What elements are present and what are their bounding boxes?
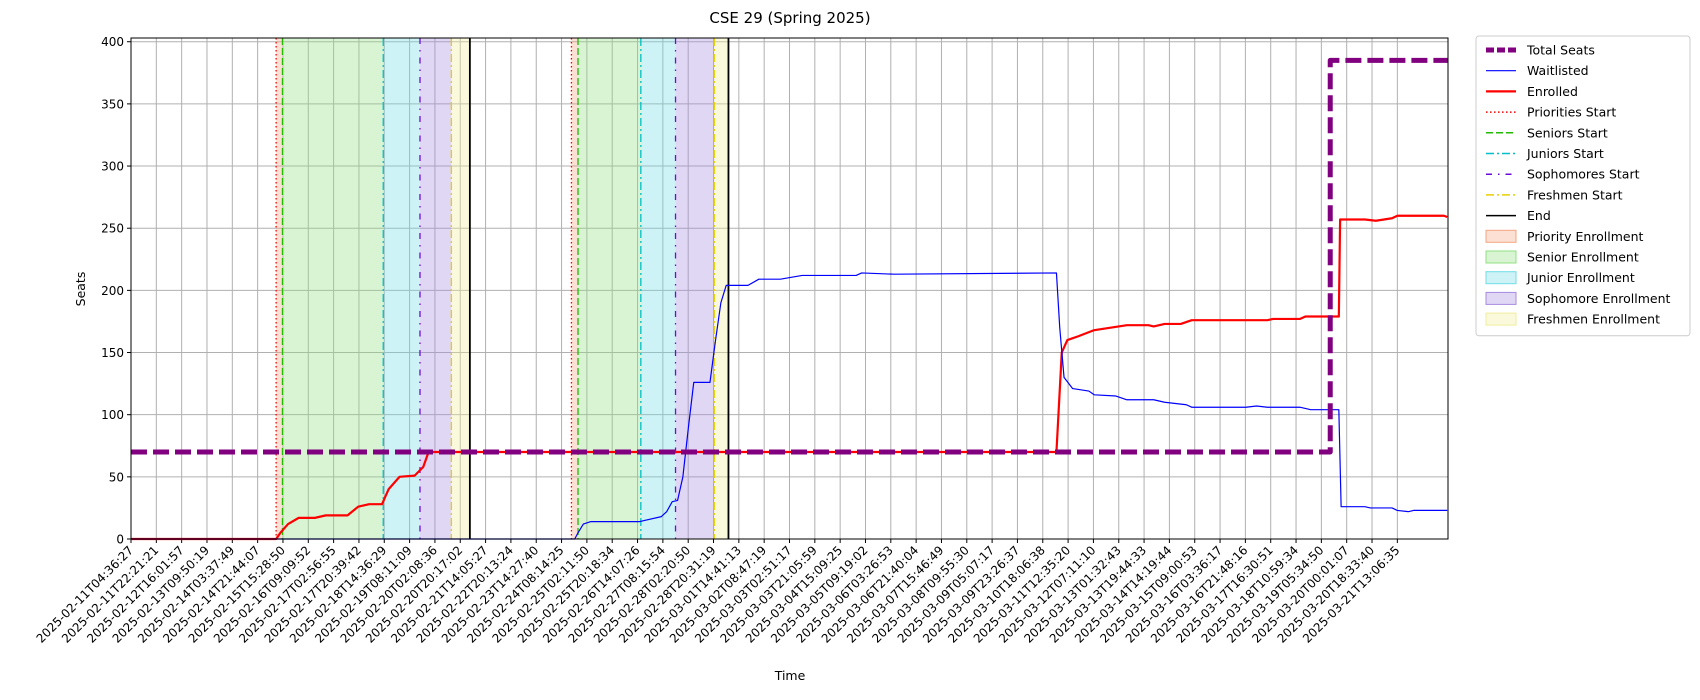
series-line xyxy=(131,214,1448,541)
y-tick-label: 200 xyxy=(101,284,124,298)
legend-label: Juniors Start xyxy=(1526,146,1604,161)
legend-label: Freshmen Enrollment xyxy=(1527,312,1660,327)
y-tick-label: 0 xyxy=(116,533,124,547)
x-axis-label: Time xyxy=(774,668,806,683)
legend-label: Total Seats xyxy=(1526,43,1595,58)
y-axis-label: Seats xyxy=(73,272,88,307)
enrollment-span xyxy=(383,38,420,539)
legend-label: Enrolled xyxy=(1527,84,1578,99)
enrollment-span xyxy=(451,38,470,539)
enrollment-span xyxy=(640,38,676,539)
legend-label: Priorities Start xyxy=(1527,105,1616,120)
enrollment-span xyxy=(276,38,283,539)
legend: Total Seats Waitlisted Enrolled Priorities … xyxy=(1475,35,1691,337)
legend-label: End xyxy=(1527,208,1551,223)
legend-label: Waitlisted xyxy=(1527,63,1589,78)
y-tick-label: 150 xyxy=(101,346,124,360)
y-tick-label: 50 xyxy=(109,470,124,484)
enrollment-span xyxy=(571,38,579,539)
y-tick-label: 250 xyxy=(101,222,124,236)
legend-swatch xyxy=(1485,291,1517,305)
legend-swatch xyxy=(1485,271,1517,285)
plot-frame xyxy=(130,37,1449,540)
legend-swatch xyxy=(1485,312,1517,326)
legend-label: Senior Enrollment xyxy=(1527,250,1639,265)
y-tick-label: 100 xyxy=(101,408,124,422)
enrollment-span xyxy=(282,38,384,539)
legend-swatch xyxy=(1485,250,1517,264)
enrollment-span xyxy=(578,38,641,539)
series-line xyxy=(131,57,1448,455)
enrollment-span xyxy=(419,38,452,539)
legend-label: Freshmen Start xyxy=(1527,187,1623,202)
legend-label: Sophomore Enrollment xyxy=(1527,291,1671,306)
chart-title: CSE 29 (Spring 2025) xyxy=(709,9,870,27)
legend-label: Priority Enrollment xyxy=(1527,229,1644,244)
legend-label: Sophomores Start xyxy=(1527,167,1640,182)
y-tick-label: 350 xyxy=(101,97,124,111)
legend-swatch xyxy=(1485,229,1517,243)
enrollment-span xyxy=(714,38,729,539)
legend-label: Seniors Start xyxy=(1527,125,1608,140)
legend-box xyxy=(1475,35,1691,337)
y-tick-label: 400 xyxy=(101,35,124,49)
enrollment-span xyxy=(675,38,715,539)
legend-label: Junior Enrollment xyxy=(1526,270,1635,285)
y-tick-label: 300 xyxy=(101,160,124,174)
